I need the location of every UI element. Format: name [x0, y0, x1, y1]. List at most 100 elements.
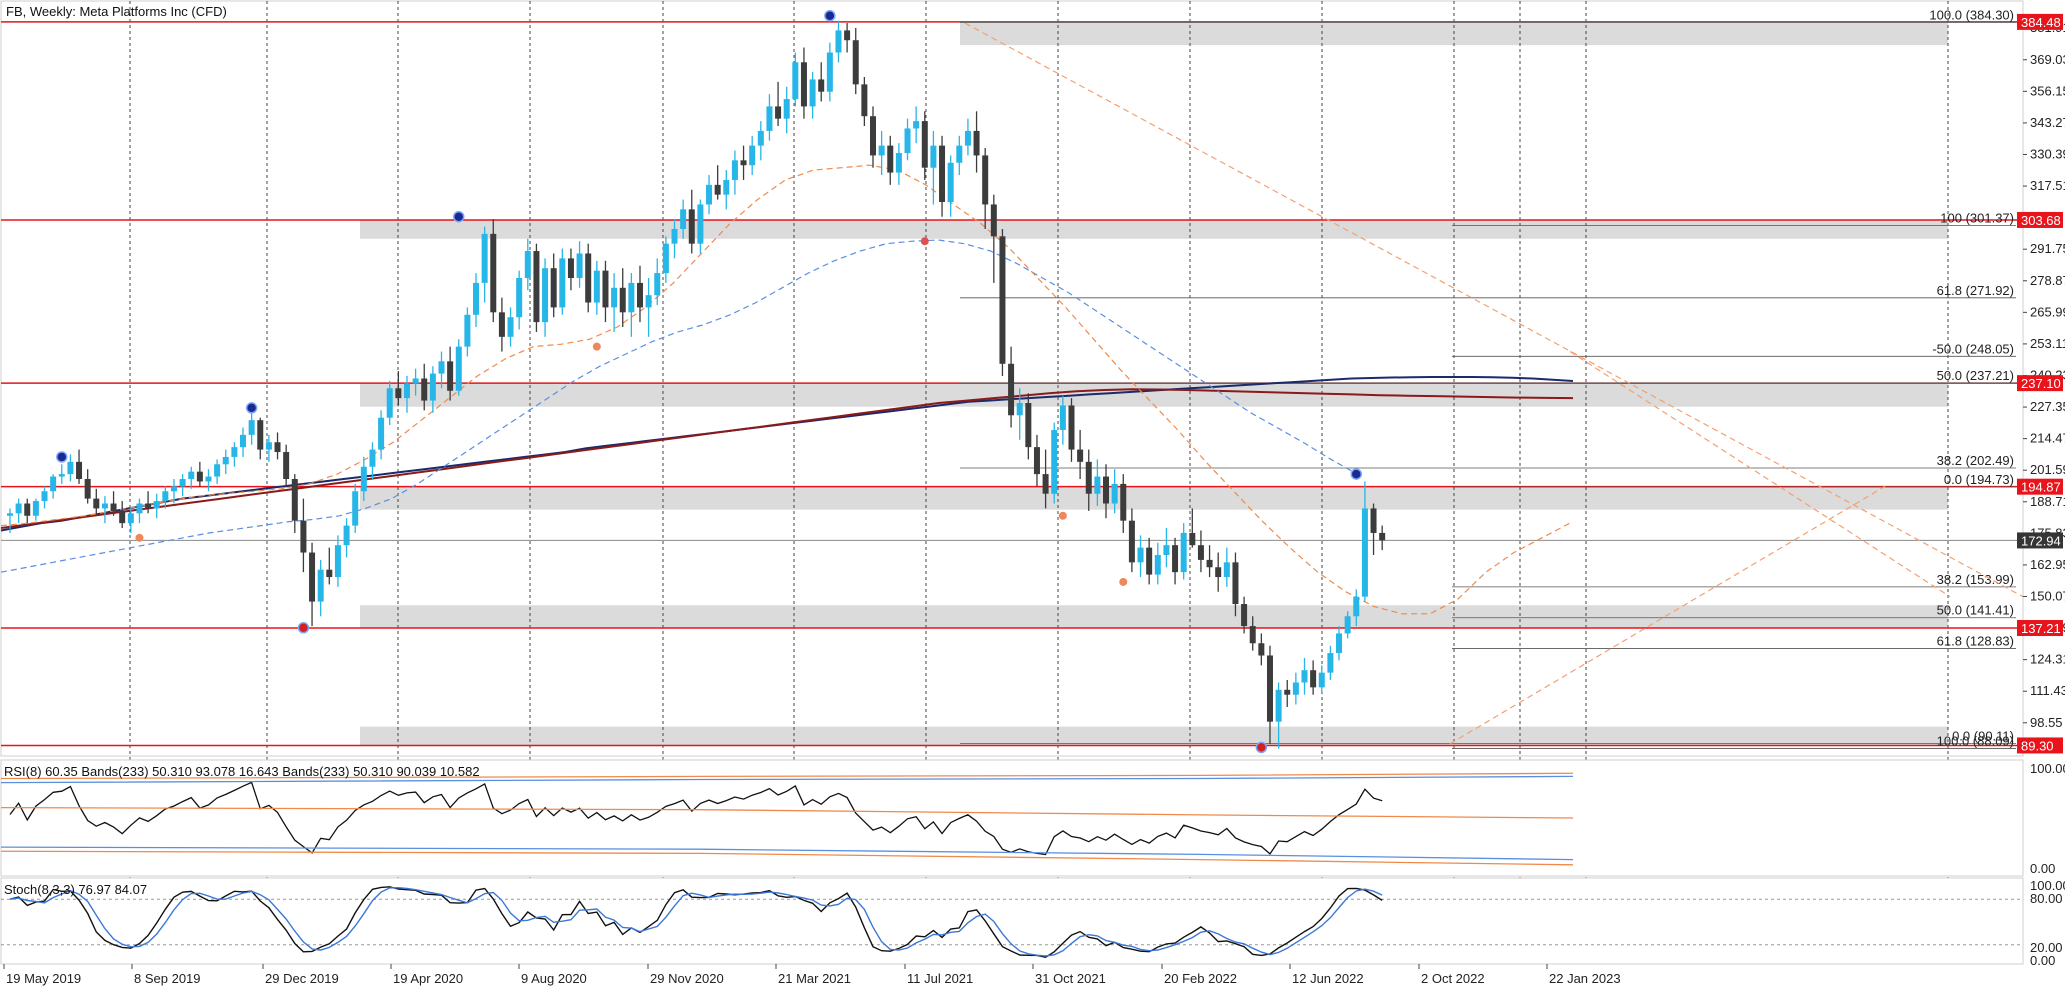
candle: [835, 20, 842, 63]
candle-body: [775, 106, 782, 119]
y-tick-label: 98.55: [2030, 715, 2063, 730]
candle: [136, 498, 143, 524]
candle-body: [1266, 655, 1273, 722]
candle: [1111, 469, 1118, 514]
y-tick-label: 343.27: [2030, 115, 2065, 130]
candle: [1249, 616, 1256, 651]
candle: [403, 376, 410, 413]
candle: [490, 219, 497, 323]
candle-body: [231, 447, 238, 457]
candle-body: [481, 233, 488, 283]
candle-body: [930, 145, 937, 168]
candle: [1137, 535, 1144, 578]
rsi-panel: RSI(8) 60.35 Bands(233) 50.310 93.078 16…: [0, 759, 2065, 877]
candle: [76, 449, 83, 484]
y-tick-label: 162.95: [2030, 557, 2065, 572]
candle-body: [1094, 476, 1101, 494]
main-panel: 100.0 (384.30) 61.8 (271.92) 50.0 (237.21)…: [0, 0, 2065, 964]
candle: [378, 410, 385, 460]
stoch-tick-20: 20.00: [2030, 940, 2063, 955]
candle-body: [870, 116, 876, 156]
candle-body: [947, 162, 954, 203]
candle-body: [964, 130, 971, 146]
candle-body: [1361, 508, 1368, 597]
candle: [1128, 508, 1135, 573]
candle-body: [1249, 626, 1256, 644]
candle: [1025, 393, 1032, 460]
candle: [464, 307, 471, 357]
candle-body: [835, 30, 842, 53]
trend-line-down: [964, 22, 2024, 598]
candle-body: [826, 52, 833, 92]
pivot-dots: [56, 9, 1363, 754]
moving-averages: [0, 164, 1574, 615]
candle-body: [1336, 633, 1343, 654]
candle-body: [101, 503, 108, 509]
candle-body: [127, 513, 134, 524]
candle: [1241, 596, 1248, 634]
candle: [680, 199, 687, 239]
candle-body: [1163, 545, 1170, 555]
candle: [1120, 474, 1127, 533]
candle: [524, 238, 531, 291]
candle: [904, 118, 911, 161]
candle-body: [1128, 520, 1135, 563]
candle-body: [291, 479, 298, 521]
candle-body: [1146, 547, 1153, 575]
candle: [749, 135, 756, 176]
pivot-dot: [592, 342, 601, 351]
candle: [887, 135, 894, 185]
candle-body: [516, 277, 523, 318]
candle: [1379, 525, 1386, 551]
candle-body: [1232, 562, 1239, 605]
candle-body: [7, 513, 13, 516]
candle: [1310, 660, 1317, 695]
candle: [809, 72, 816, 119]
zone-3: [360, 486, 1948, 510]
candle: [274, 432, 281, 460]
candle-body: [1172, 545, 1179, 573]
candle: [473, 273, 480, 328]
candle: [326, 547, 333, 585]
y-tick-label: 253.11: [2030, 336, 2065, 351]
trend-line-cross: [1569, 351, 1951, 598]
candle: [127, 508, 134, 533]
candle: [576, 241, 583, 288]
candle: [41, 486, 48, 509]
candle: [1275, 682, 1282, 749]
candle: [291, 474, 298, 533]
x-tick-label: 19 May 2019: [6, 971, 81, 986]
candle-body: [999, 236, 1006, 364]
candle: [800, 47, 807, 119]
candle: [110, 491, 117, 516]
candle-body: [429, 373, 436, 401]
candle-body: [93, 498, 100, 509]
y-tick-label: 369.03: [2030, 52, 2065, 67]
candle: [1189, 508, 1196, 548]
candle: [939, 135, 946, 217]
candle: [619, 268, 626, 328]
y-tick-label: 201.59: [2030, 462, 2065, 477]
y-tick-label: 291.75: [2030, 241, 2065, 256]
candle-body: [498, 312, 505, 337]
candle: [7, 508, 13, 533]
y-tick-label: 278.87: [2030, 273, 2065, 288]
candle: [636, 265, 643, 323]
candle-body: [84, 479, 91, 499]
candle: [1059, 395, 1066, 445]
candle: [757, 121, 764, 161]
candle-body: [723, 179, 730, 195]
ma-line-1: [0, 388, 1574, 529]
candle-body: [136, 503, 143, 514]
price-marker-box: [2017, 737, 2063, 754]
candle: [170, 479, 177, 504]
candle: [550, 253, 557, 318]
candle-body: [257, 420, 264, 450]
candle: [559, 248, 566, 315]
candle: [826, 42, 833, 102]
candle-body: [196, 471, 203, 482]
candle-body: [1292, 682, 1299, 695]
candle-body: [1327, 653, 1334, 673]
y-tick-label: 188.71: [2030, 494, 2065, 509]
candle-body: [1275, 689, 1282, 722]
